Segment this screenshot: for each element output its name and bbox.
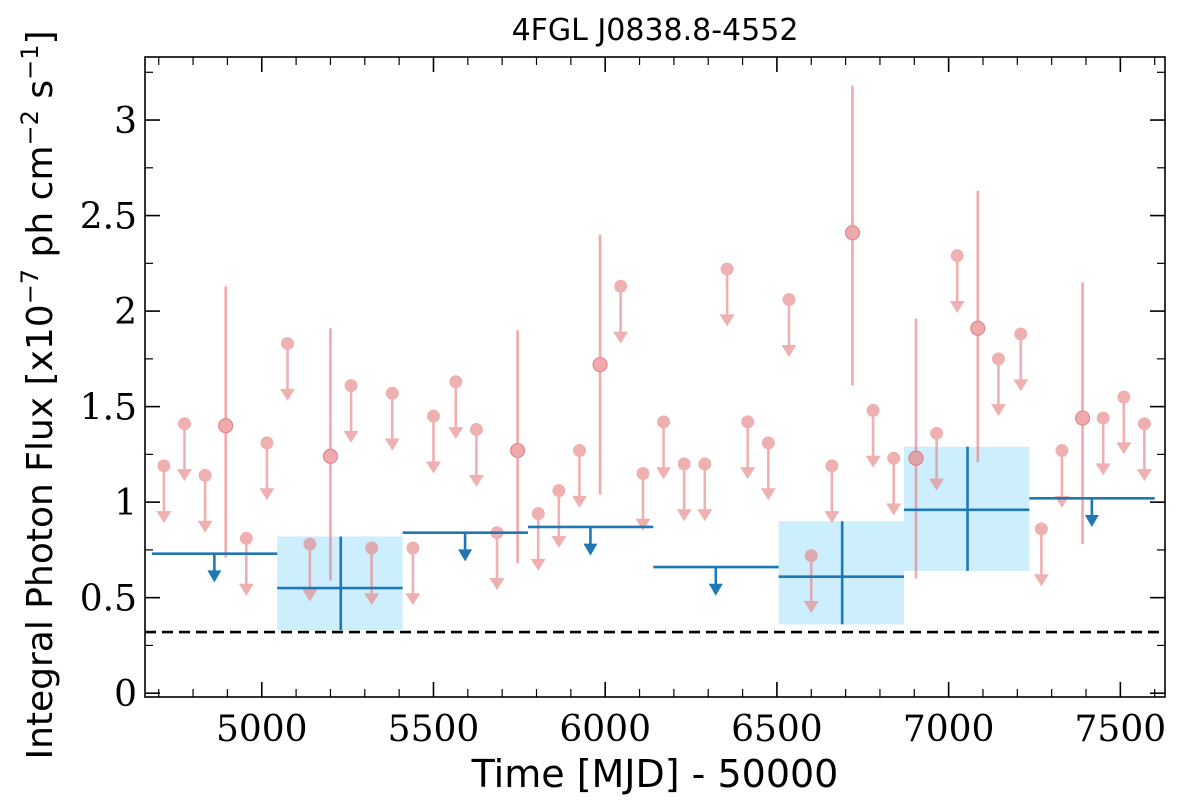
fine-upper-limit-13: [468, 423, 484, 487]
coarse-detection-0: [277, 536, 403, 631]
y-label-mid-2: s: [20, 80, 61, 110]
coarse-upper-limit-3: [653, 565, 779, 596]
x-tick-label: 7000: [903, 709, 995, 750]
x-tick-label: 5000: [216, 709, 308, 750]
coarse-upper-limit-0: [151, 552, 278, 583]
fine-upper-limit-8: [364, 541, 380, 606]
fine-upper-limit-38: [1116, 390, 1132, 455]
fine-upper-limit-27: [803, 549, 819, 613]
y-label-prefix: Integral Photon Flux [x10: [20, 304, 61, 759]
fine-upper-limit-37: [1095, 411, 1111, 476]
plot-frame: [144, 56, 1166, 698]
y-tick-label: 3: [114, 101, 137, 142]
fine-upper-limit-15: [530, 507, 546, 571]
fine-detection-7: [1074, 282, 1091, 545]
y-label-exp-1: −7: [16, 269, 44, 304]
coarse-detection-1: [778, 521, 904, 625]
fine-upper-limit-18: [613, 279, 629, 344]
x-tick-label: 6500: [731, 709, 823, 750]
fine-upper-limit-3: [238, 531, 254, 596]
y-label-mid-1: ph cm: [20, 145, 61, 268]
coarse-upper-limit-2: [527, 525, 654, 556]
fine-upper-limit-39: [1136, 417, 1152, 482]
fine-upper-limit-26: [781, 293, 797, 357]
fine-detection-0: [218, 286, 234, 558]
fine-upper-limit-28: [824, 459, 840, 524]
fine-upper-limit-25: [760, 436, 776, 501]
x-axis-label: Time [MJD] - 50000: [471, 752, 839, 796]
y-label-suffix: ]: [20, 30, 61, 44]
fine-upper-limit-6: [302, 537, 318, 602]
y-axis-label: Integral Photon Flux [x10−7 ph cm−2 s−1]: [16, 30, 61, 759]
fine-detection-2: [510, 330, 526, 564]
fine-upper-limit-7: [343, 379, 359, 443]
plot-content: [145, 85, 1165, 634]
coarse-detection-2: [903, 446, 1030, 571]
fine-upper-limit-16: [551, 484, 567, 548]
fine-upper-limit-9: [384, 386, 400, 451]
y-tick-label: 2.5: [80, 197, 137, 238]
fine-detection-4: [844, 85, 861, 386]
fine-upper-limit-5: [280, 337, 296, 401]
y-tick-label: 0: [114, 674, 137, 715]
fine-upper-limit-10: [405, 541, 421, 606]
fine-upper-limit-23: [719, 262, 735, 327]
x-tick-labels: 5000 5500 6000 6500 7000 7500: [216, 709, 1166, 750]
fine-detection-5: [908, 318, 924, 579]
fine-upper-limit-22: [697, 457, 713, 522]
y-tick-label: 2: [114, 292, 137, 333]
x-tick-label: 7500: [1075, 709, 1167, 750]
x-tick-label: 5500: [388, 709, 480, 750]
axis-ticks: [145, 57, 1165, 697]
fine-upper-limit-12: [448, 375, 464, 440]
fine-upper-limit-34: [1013, 327, 1029, 392]
coarse-upper-limit-1: [402, 531, 528, 562]
x-tick-label: 6000: [559, 709, 651, 750]
fine-upper-limit-30: [886, 451, 902, 516]
fine-upper-limit-17: [571, 444, 587, 508]
y-tick-label: 1.5: [80, 388, 137, 429]
fine-upper-limit-32: [949, 249, 965, 313]
fine-upper-limit-31: [929, 426, 945, 491]
fine-upper-limit-35: [1033, 522, 1049, 587]
y-tick-label: 0.5: [80, 579, 137, 620]
fine-upper-limit-11: [425, 409, 441, 474]
fine-upper-limit-2: [197, 468, 213, 533]
fine-upper-limit-29: [865, 403, 881, 468]
fine-upper-limit-20: [656, 415, 672, 480]
chart-title: 4FGL J0838.8-4552: [512, 13, 799, 48]
fine-upper-limit-4: [259, 436, 275, 501]
y-tick-labels: 0 0.5 1 1.5 2 2.5 3: [80, 101, 137, 715]
fine-upper-limit-33: [990, 352, 1006, 417]
y-label-exp-2: −2: [16, 110, 44, 145]
fine-upper-limit-24: [740, 415, 756, 480]
fine-detection-6: [970, 190, 986, 463]
fine-upper-limit-19: [635, 466, 651, 531]
coarse-upper-limit-4: [1029, 497, 1155, 527]
fine-upper-limit-0: [156, 459, 172, 524]
fine-upper-limit-1: [176, 417, 192, 482]
fine-upper-limit-21: [676, 457, 692, 522]
fine-upper-limit-14: [489, 526, 505, 591]
fine-detection-3: [592, 234, 608, 495]
y-tick-label: 1: [114, 483, 137, 524]
y-label-exp-3: −1: [16, 45, 44, 80]
fine-detection-1: [322, 328, 339, 581]
